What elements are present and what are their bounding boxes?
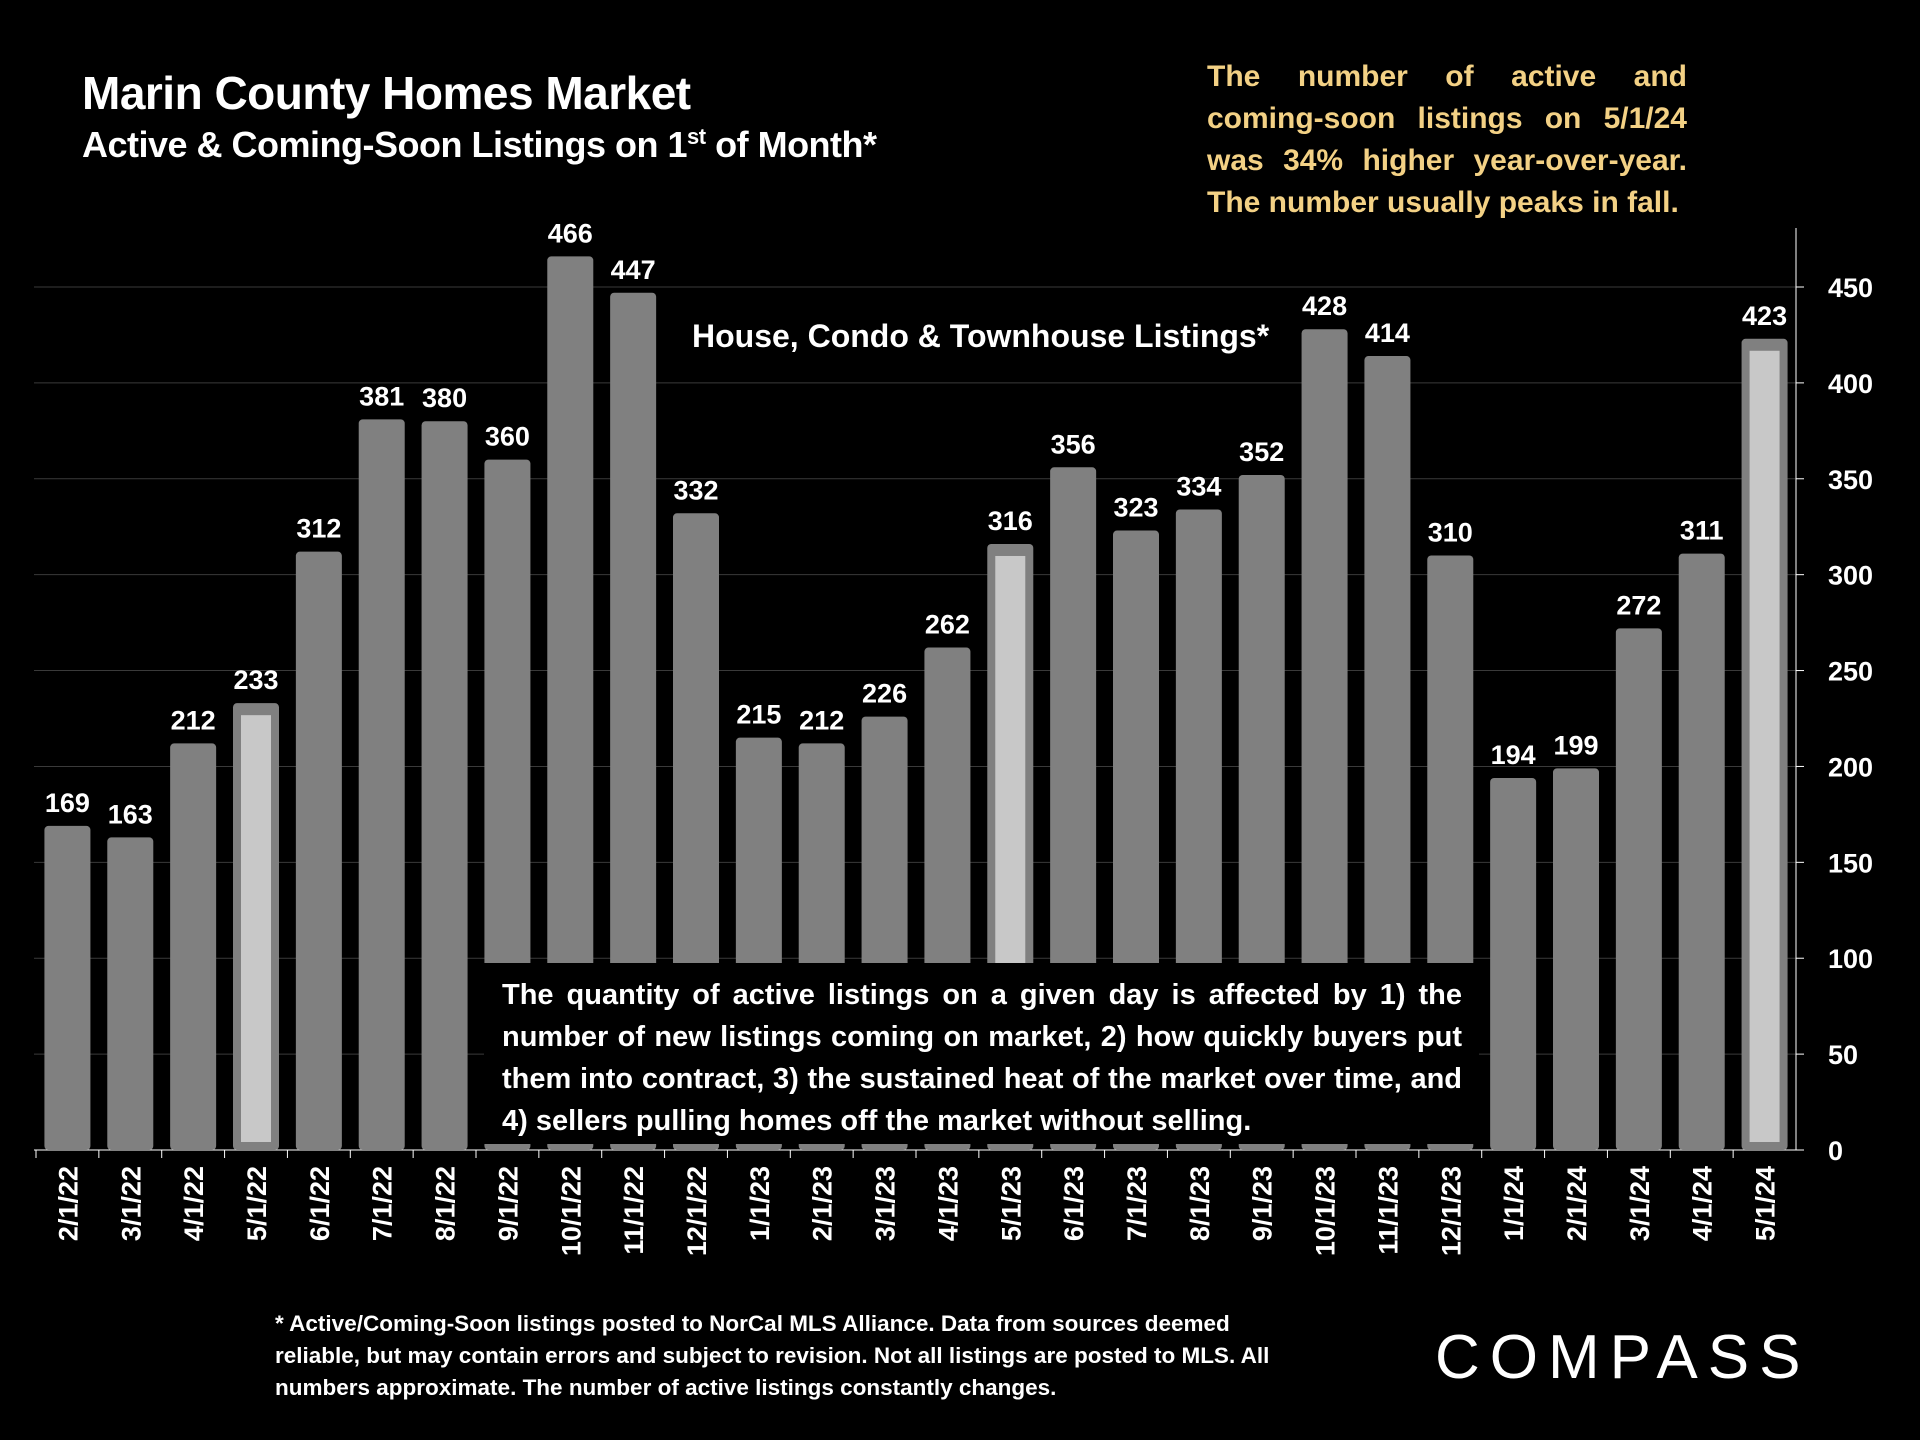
- bar: [421, 421, 468, 1150]
- series-label: House, Condo & Townhouse Listings*: [692, 318, 1270, 354]
- x-tick-label: 3/1/22: [116, 1166, 146, 1241]
- data-label: 447: [611, 255, 656, 285]
- x-tick-label: 1/1/23: [745, 1166, 775, 1241]
- x-tick-label: 12/1/22: [682, 1166, 712, 1256]
- data-label: 381: [359, 381, 404, 411]
- bar: [107, 837, 154, 1150]
- bar: [1490, 777, 1537, 1150]
- x-tick-label: 2/1/22: [53, 1166, 83, 1241]
- data-label: 414: [1365, 318, 1410, 348]
- info-box: [484, 963, 1479, 1144]
- chart-subtitle: Active & Coming-Soon Listings on 1st of …: [82, 124, 877, 166]
- data-label: 199: [1553, 730, 1598, 760]
- x-tick-label: 9/1/23: [1248, 1166, 1278, 1241]
- x-tick-label: 2/1/24: [1562, 1166, 1592, 1241]
- data-label: 466: [548, 218, 593, 248]
- callout-text: The number of active and coming-soon lis…: [1207, 60, 1687, 219]
- data-label: 428: [1302, 291, 1347, 321]
- data-label: 323: [1113, 493, 1158, 523]
- x-tick-label: 11/1/23: [1373, 1166, 1403, 1255]
- y-tick-label: 350: [1828, 465, 1873, 495]
- data-label: 215: [736, 700, 781, 730]
- data-label: 272: [1616, 590, 1661, 620]
- compass-logo: COMPASS: [1435, 1323, 1811, 1392]
- data-label: 360: [485, 422, 530, 452]
- footnote: * Active/Coming-Soon listings posted to …: [275, 1311, 1270, 1400]
- data-label: 311: [1680, 516, 1724, 546]
- x-tick-label: 1/1/24: [1499, 1166, 1529, 1241]
- data-label: 332: [673, 475, 718, 505]
- bar: [1301, 329, 1348, 1150]
- data-label: 334: [1176, 471, 1221, 501]
- bar: [295, 551, 342, 1150]
- x-tick-label: 4/1/23: [933, 1166, 963, 1241]
- subtitle-main: Active & Coming-Soon Listings on 1: [82, 124, 688, 165]
- data-label: 316: [988, 506, 1033, 536]
- info-text: The quantity of active listings on a giv…: [502, 979, 1462, 1137]
- chart-title: Marin County Homes Market: [82, 67, 691, 119]
- x-tick-label: 11/1/22: [619, 1166, 649, 1255]
- x-tick-label: 10/1/23: [1311, 1166, 1341, 1256]
- bar: [1678, 553, 1725, 1150]
- subtitle-end: of Month*: [705, 124, 877, 165]
- y-tick-label: 50: [1828, 1040, 1858, 1070]
- x-tick-label: 2/1/23: [808, 1166, 838, 1241]
- x-tick-label: 5/1/23: [996, 1166, 1026, 1241]
- data-label: 212: [171, 705, 216, 735]
- x-tick-label: 9/1/22: [493, 1166, 523, 1241]
- data-label: 423: [1742, 301, 1787, 331]
- x-tick-label: 5/1/24: [1751, 1166, 1781, 1241]
- x-tick-label: 7/1/22: [368, 1166, 398, 1241]
- data-label: 380: [422, 383, 467, 413]
- bar: [1553, 768, 1599, 1150]
- x-tick-label: 7/1/23: [1122, 1166, 1152, 1241]
- bar: [1615, 628, 1662, 1150]
- data-label: 212: [799, 705, 844, 735]
- x-tick-label: 8/1/23: [1185, 1166, 1215, 1241]
- subtitle-sup: st: [687, 124, 706, 149]
- y-tick-label: 100: [1828, 944, 1873, 974]
- x-tick-label: 4/1/22: [179, 1166, 209, 1241]
- y-tick-label: 400: [1828, 369, 1873, 399]
- x-tick-label: 3/1/23: [871, 1166, 901, 1241]
- bar-highlight: [241, 715, 271, 1142]
- x-tick-label: 6/1/22: [305, 1166, 335, 1241]
- data-label: 262: [925, 610, 970, 640]
- bar: [547, 256, 594, 1150]
- bar: [1364, 356, 1411, 1150]
- bar: [44, 825, 91, 1150]
- bar: [358, 419, 405, 1150]
- data-label: 169: [45, 788, 90, 818]
- x-tick-label: 8/1/22: [431, 1166, 461, 1241]
- data-label: 356: [1051, 429, 1096, 459]
- bar: [610, 292, 657, 1151]
- data-label: 352: [1239, 437, 1284, 467]
- x-tick-label: 5/1/22: [242, 1166, 272, 1241]
- y-tick-label: 150: [1828, 848, 1873, 878]
- bar-highlight: [1749, 350, 1780, 1142]
- x-tick-label: 6/1/23: [1059, 1166, 1089, 1241]
- data-label: 163: [108, 799, 153, 829]
- x-tick-label: 3/1/24: [1625, 1166, 1655, 1241]
- x-tick-label: 4/1/24: [1688, 1166, 1718, 1241]
- data-label: 233: [233, 665, 278, 695]
- data-label: 194: [1491, 740, 1536, 770]
- data-label: 226: [862, 679, 907, 709]
- x-tick-label: 12/1/23: [1436, 1166, 1466, 1256]
- y-tick-label: 300: [1828, 561, 1873, 591]
- data-label: 312: [296, 514, 341, 544]
- y-tick-label: 0: [1828, 1136, 1843, 1166]
- y-tick-label: 450: [1828, 273, 1873, 303]
- bar: [170, 743, 217, 1150]
- x-tick-label: 10/1/22: [556, 1166, 586, 1256]
- y-tick-label: 200: [1828, 752, 1873, 782]
- y-tick-label: 250: [1828, 657, 1873, 687]
- data-label: 310: [1428, 517, 1473, 547]
